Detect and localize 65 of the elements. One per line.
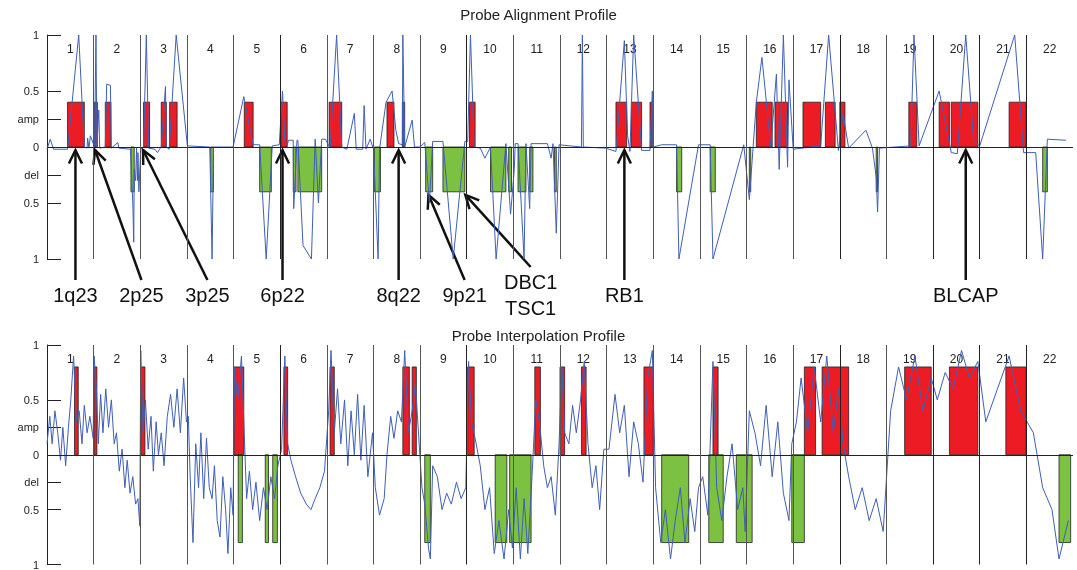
y-tick-label: 1 [32,29,39,41]
x-tick-label: 13 [623,352,637,366]
x-tick-label: 10 [483,42,498,56]
x-tick-label: 11 [530,42,544,56]
x-tick-label: 7 [346,352,354,366]
x-tick-label: 21 [996,352,1011,366]
x-tick-label: 17 [809,352,824,366]
x-tick-label: 20 [949,352,964,366]
y-tick-label: 0.5 [23,85,39,97]
x-tick-label: 22 [1043,352,1057,366]
x-tick-label: 7 [346,42,354,56]
x-tick-label: 16 [763,352,777,366]
x-tick-label: 15 [716,42,731,56]
x-tick-label: 11 [530,352,544,366]
x-tick-label: 5 [253,352,261,366]
x-tick-label: 14 [669,352,684,366]
y-tick-label: 1 [32,558,39,570]
x-tick-label: 9 [440,352,448,366]
x-tick-label: 6 [300,352,308,366]
y-tick-label: 1 [32,339,39,351]
x-tick-label: 3 [160,42,168,56]
x-tick-label: 4 [206,42,214,56]
x-tick-label: 5 [253,42,261,56]
x-tick-label: 15 [716,352,731,366]
y-tick-label: 0.5 [23,503,39,516]
x-tick-label: 14 [669,42,684,56]
annotation: DBC1 TSC1 [503,271,558,319]
x-tick-label: 12 [576,352,591,366]
y-tick-label: 0.5 [23,393,39,406]
x-tick-label: 17 [809,42,824,56]
chart-title: Probe Alignment Profile [460,6,617,23]
x-tick-label: 20 [949,42,964,56]
x-tick-label: 8 [393,352,401,366]
annotation: 2p25 [119,284,164,306]
x-tick-label: 2 [113,42,121,56]
y-tick-label: amp [17,113,39,125]
x-tick-label: 18 [856,352,871,366]
annotation: 8q22 [376,284,421,306]
annotation: 6p22 [260,284,305,306]
y-tick-label: amp [17,421,39,434]
x-tick-label: 21 [996,42,1011,56]
x-tick-label: 10 [483,352,498,366]
x-tick-label: 9 [440,42,448,56]
x-tick-label: 1 [66,42,74,56]
x-tick-label: 16 [763,42,777,56]
y-tick-label: del [24,169,39,181]
y-tick-label: 0 [32,448,39,461]
x-tick-label: 3 [160,352,168,366]
y-tick-label: 0 [32,141,39,153]
annotation: BLCAP [932,284,999,306]
y-tick-label: 0.5 [23,197,39,209]
x-tick-label: 22 [1043,42,1057,56]
annotation: 3p25 [185,284,230,306]
annotation: 1q23 [53,284,98,306]
x-tick-label: 8 [393,42,401,56]
x-tick-label: 1 [66,352,74,366]
x-tick-label: 18 [856,42,871,56]
y-tick-label: 1 [32,253,39,265]
annotation: RB1 [604,284,644,306]
x-tick-label: 6 [300,42,308,56]
x-tick-label: 2 [113,352,121,366]
annotation: 9p21 [442,284,487,306]
y-tick-label: del [24,476,39,489]
chart-title: Probe Interpolation Profile [451,327,626,344]
x-tick-label: 4 [206,352,214,366]
